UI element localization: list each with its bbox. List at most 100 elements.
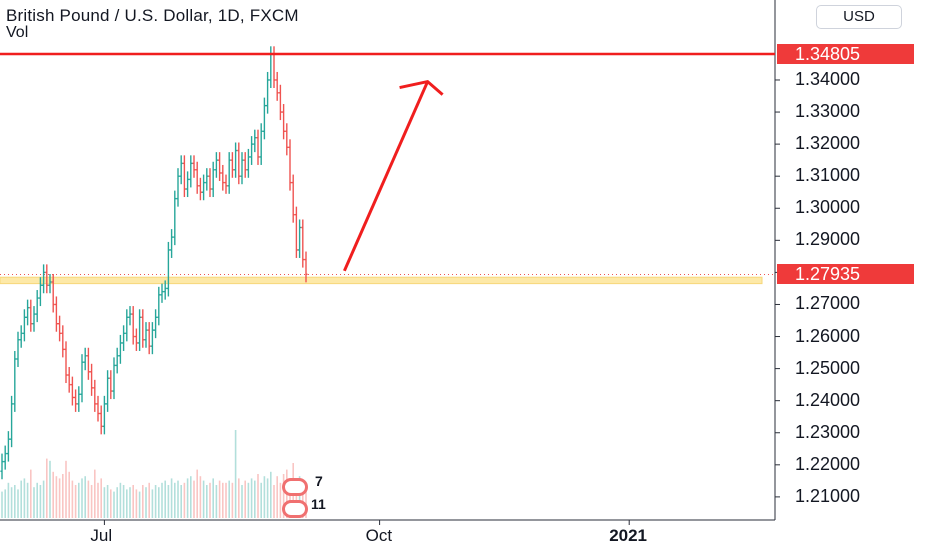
volume-bar <box>49 460 51 518</box>
volume-bar <box>23 478 26 518</box>
volume-bar <box>177 480 179 518</box>
volume-bar <box>71 480 74 518</box>
volume-bar <box>298 476 301 518</box>
volume-bar <box>222 482 224 518</box>
volume-bar <box>39 485 42 518</box>
volume-bar <box>135 489 138 518</box>
volume-bar <box>151 489 154 518</box>
volume-bar <box>174 482 176 518</box>
volume-bar <box>17 489 19 518</box>
volume-bar <box>10 487 13 518</box>
volume-bar <box>145 487 147 518</box>
volume-bar <box>202 480 205 518</box>
volume-bar <box>270 471 272 518</box>
volume-bar <box>110 489 112 518</box>
price-tick-label: 1.32000 <box>795 133 861 154</box>
volume-bar <box>250 478 253 518</box>
price-tick-label: 1.31000 <box>795 165 861 186</box>
volume-bar <box>199 476 202 518</box>
volume-bar <box>20 480 22 518</box>
volume-bar <box>257 474 259 518</box>
current-price-badge: 1.27935 <box>777 264 914 285</box>
volume-bar <box>138 491 141 518</box>
volume-bar <box>7 482 10 518</box>
volume-bar <box>241 485 243 518</box>
volume-bar <box>263 476 266 518</box>
time-tick-label: Oct <box>365 526 393 545</box>
volume-bar <box>58 478 61 518</box>
volume-bar <box>119 482 122 518</box>
volume-bar <box>180 485 182 518</box>
volume-bar <box>212 478 214 518</box>
price-tick-label: 1.29000 <box>795 229 861 250</box>
volume-bar <box>225 482 227 518</box>
currency-button[interactable]: USD <box>816 5 902 29</box>
volume-bar <box>260 482 262 518</box>
price-tick-label: 1.23000 <box>795 421 861 442</box>
volume-bar <box>295 480 298 518</box>
volume-bar <box>52 471 54 518</box>
volume-bar <box>148 482 150 518</box>
volume-bar <box>4 489 6 518</box>
volume-bar <box>215 485 218 518</box>
price-tick-label: 1.24000 <box>795 389 861 410</box>
volume-bar <box>254 480 256 518</box>
volume-bar <box>244 480 246 518</box>
volume-bar <box>161 482 163 518</box>
volume-bar <box>78 482 80 518</box>
volume-bar <box>190 476 192 518</box>
volume-bar <box>209 482 211 518</box>
volume-bar <box>100 478 102 518</box>
volume-bar <box>116 487 118 518</box>
volume-bar <box>81 478 83 518</box>
volume-bar <box>62 474 64 518</box>
volume-bar <box>113 491 115 518</box>
volume-bar <box>106 485 109 518</box>
us-flag-icon[interactable] <box>282 500 308 518</box>
volume-bar <box>122 485 125 518</box>
price-tick-label: 1.26000 <box>795 325 861 346</box>
volume-bar <box>196 469 198 518</box>
volume-bar <box>282 474 285 518</box>
time-tick-label: 2021 <box>609 526 648 545</box>
volume-bar <box>26 482 29 518</box>
price-tick-label: 1.25000 <box>795 357 861 378</box>
volume-bar <box>42 480 45 518</box>
volume-bar <box>266 478 269 518</box>
volume-bar <box>234 430 237 518</box>
volume-bar <box>65 460 67 518</box>
volume-indicator-label[interactable]: Vol <box>6 24 29 41</box>
us-event-count: 11 <box>311 496 326 512</box>
volume-bar <box>167 485 170 518</box>
volume-bar <box>84 476 86 518</box>
volume-bar <box>126 489 128 518</box>
volume-bar <box>170 478 173 518</box>
price-tick-label: 1.30000 <box>795 197 861 218</box>
uk-flag-icon[interactable] <box>282 478 308 496</box>
volume-bar <box>158 487 160 518</box>
price-tick-label: 1.34000 <box>795 68 861 89</box>
volume-bar <box>68 471 70 518</box>
volume-bar <box>276 476 278 518</box>
trend-arrowhead <box>399 79 444 96</box>
volume-bar <box>33 487 35 518</box>
volume-bar <box>94 469 96 518</box>
price-tick-label: 1.27000 <box>795 293 861 314</box>
volume-bar <box>46 458 48 518</box>
volume-bar <box>129 487 131 518</box>
volume-bar <box>279 482 282 518</box>
volume-bar <box>142 485 144 518</box>
volume-bar <box>14 485 16 518</box>
volume-bar <box>186 478 189 518</box>
price-tick-label: 1.22000 <box>795 453 861 474</box>
volume-bar <box>97 482 99 518</box>
volume-bar <box>305 485 307 518</box>
volume-bar <box>103 487 106 518</box>
volume-bar <box>238 478 240 518</box>
volume-bar <box>1 491 3 518</box>
volume-bar <box>247 482 250 518</box>
volume-bar <box>289 478 291 518</box>
volume-bar <box>218 480 221 518</box>
price-tick-label: 1.21000 <box>795 485 861 506</box>
